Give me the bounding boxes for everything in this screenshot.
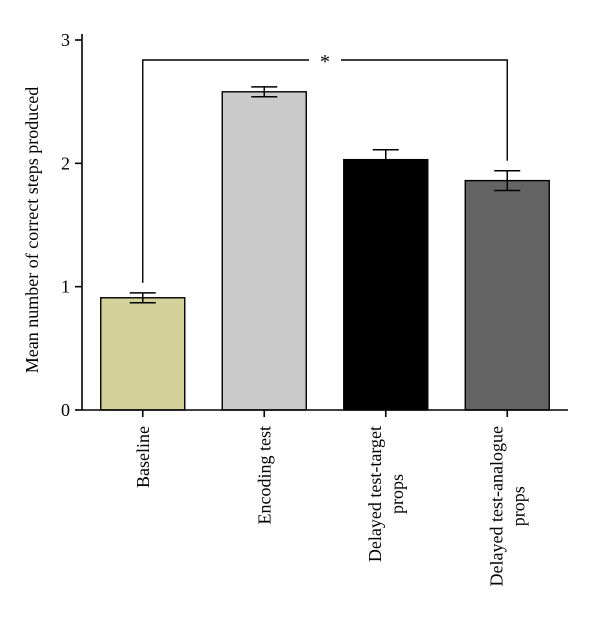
significance-line-left — [142, 59, 309, 283]
x-tick-label-line: props — [508, 486, 528, 526]
x-axis: Baseline Encoding test Delayed test-target… — [82, 409, 568, 586]
y-tick-label: 0 — [61, 400, 70, 420]
x-tick-label: Delayed test-target props — [365, 426, 407, 562]
x-tick-label-line: Baseline — [133, 426, 153, 488]
x-tick-label: Encoding test — [254, 426, 274, 524]
y-tick-label: 3 — [61, 30, 70, 50]
x-tick-label: Delayed test-analogue props — [486, 426, 528, 586]
bar — [100, 297, 186, 411]
y-tick-label: 2 — [61, 153, 70, 173]
bar — [221, 91, 307, 411]
x-tick-label-line: Delayed test-analogue — [486, 426, 506, 586]
significance-star: * — [320, 51, 330, 73]
y-tick-label: 1 — [61, 277, 70, 297]
bar — [343, 158, 429, 411]
significance-bracket: * — [142, 51, 508, 283]
bar — [464, 179, 550, 411]
x-tick-label-line: Encoding test — [254, 426, 274, 524]
x-tick-label-line: props — [387, 474, 407, 514]
x-tick-label-line: Delayed test-target — [365, 426, 385, 562]
x-tick-label: Baseline — [133, 426, 153, 488]
significance-line-right — [341, 59, 508, 161]
y-axis-label: Mean number of correct steps produced — [22, 87, 42, 373]
y-axis: 0 1 2 3 — [61, 30, 83, 420]
bars — [100, 86, 550, 411]
